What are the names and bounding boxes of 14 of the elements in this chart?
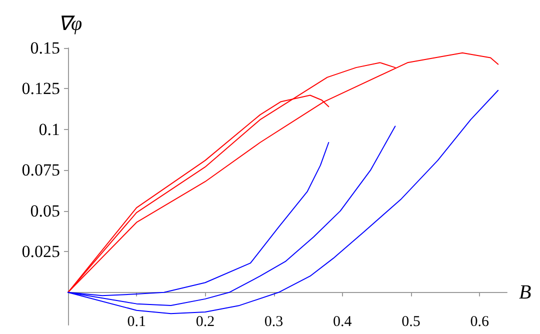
x-tick-label: 0.2	[196, 314, 215, 330]
x-tick-label: 0.6	[470, 314, 490, 330]
y-tick-label: 0.075	[22, 160, 60, 180]
x-tick-label: 0.4	[333, 314, 352, 330]
y-tick-label: 0.025	[22, 242, 60, 262]
y-tick-label: 0.15	[30, 38, 60, 58]
x-tick-label: 0.1	[127, 314, 146, 330]
y-tick-label: 0.1	[38, 120, 60, 139]
x-tick-label: 0.3	[264, 314, 284, 330]
y-tick-label: 0.05	[30, 201, 60, 220]
y-tick-label: 0.125	[22, 79, 60, 98]
x-tick-label: 0.5	[402, 314, 420, 330]
y-axis-title: ∇φ	[58, 13, 82, 35]
x-axis-title: B	[519, 281, 532, 304]
